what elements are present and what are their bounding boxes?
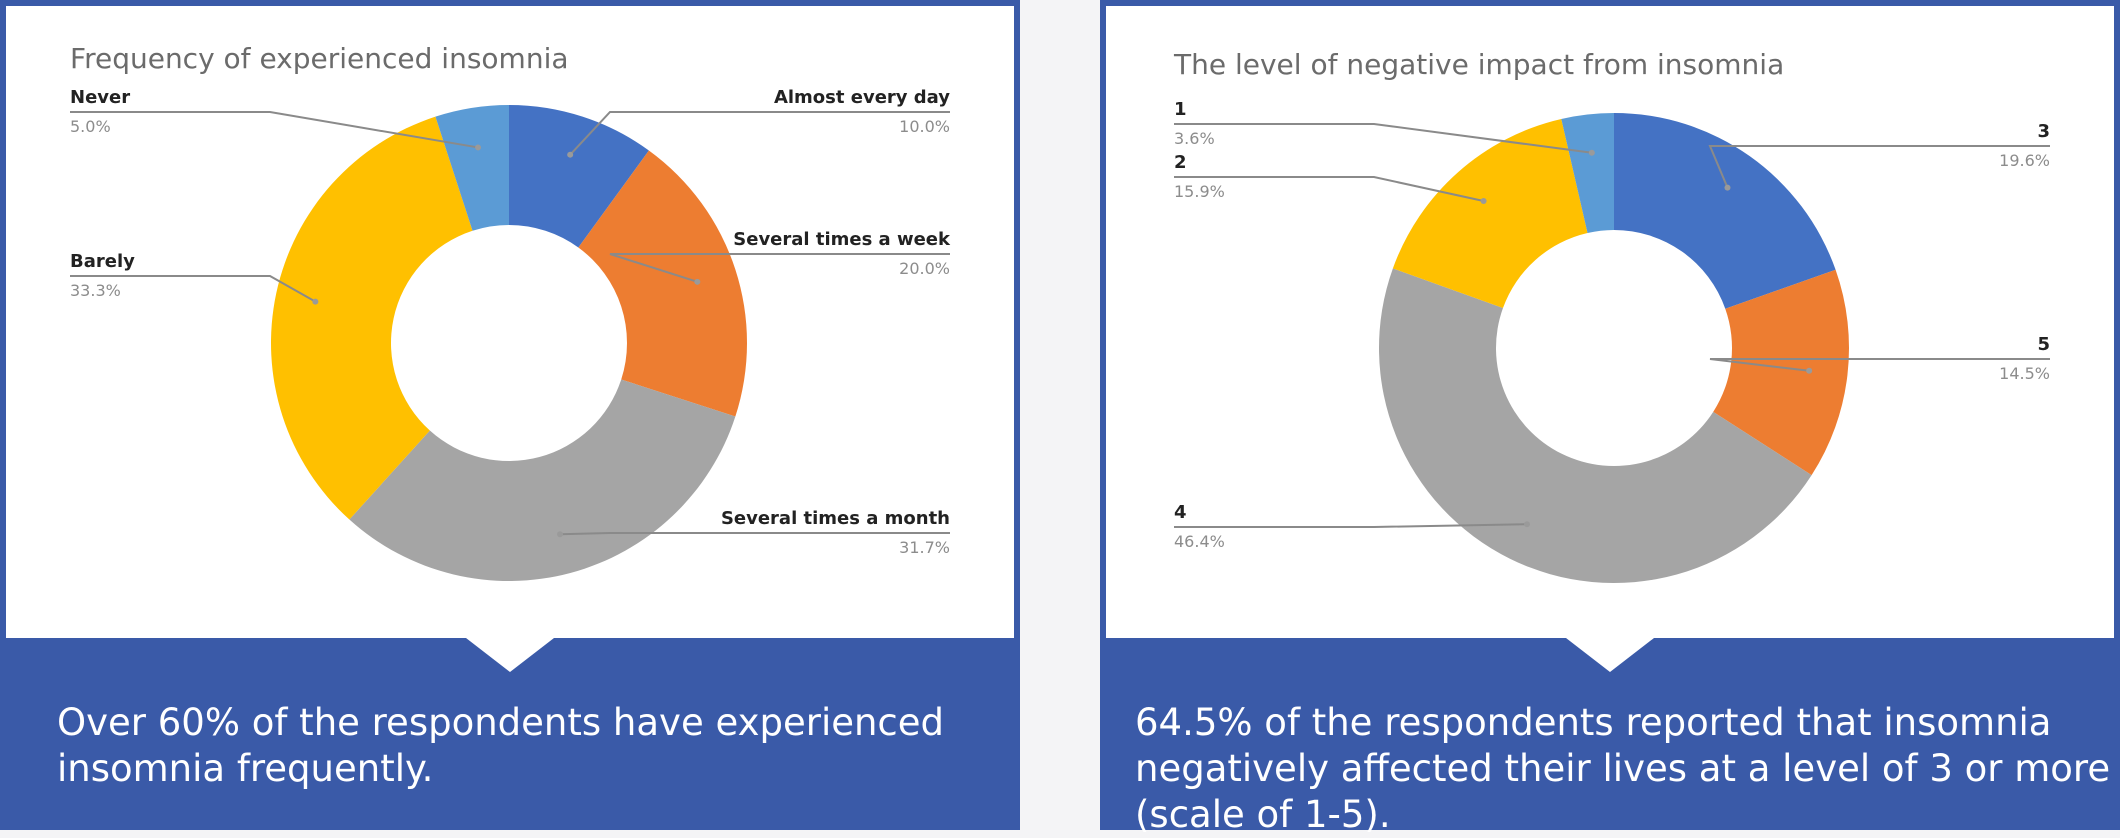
leader-line [1709, 358, 2050, 372]
leader-dot [312, 298, 319, 305]
leader-line [1174, 523, 1528, 528]
slice-label: 5 [2037, 334, 2050, 355]
slice-label: 2 [1174, 152, 1187, 173]
chart-title: Frequency of experienced insomnia [70, 42, 569, 75]
slice-percent: 5.0% [70, 117, 111, 136]
leader-dot [557, 531, 564, 538]
leader-dot [1523, 521, 1530, 528]
leader-dot [475, 144, 482, 151]
donut-slices [271, 105, 747, 581]
right-chart-card: The level of negative impact from insomn… [1106, 6, 2114, 638]
slice-label: 3 [2037, 121, 2050, 142]
card-pointer [1566, 638, 1654, 672]
slice-percent: 20.0% [899, 259, 950, 278]
leader-line [609, 253, 950, 283]
insomnia-frequency-chart: Frequency of experienced insomnia Almost… [70, 42, 951, 581]
insomnia-impact-chart: The level of negative impact from insomn… [1173, 48, 2050, 583]
slice-percent: 10.0% [899, 117, 950, 136]
slice-label: Almost every day [774, 87, 950, 108]
slice-percent: 3.6% [1174, 129, 1215, 148]
slice-percent: 15.9% [1174, 182, 1225, 201]
donut-slice [578, 150, 747, 417]
left-caption: Over 60% of the respondents have experie… [57, 701, 945, 790]
leader-line [1174, 123, 1592, 154]
leader-line [70, 111, 479, 149]
slice-labels: 3 19.6% 5 14.5% 4 46.4% 2 15.9% 1 3.6% [1174, 99, 2050, 551]
right-caption: 64.5% of the respondents reported that i… [1135, 701, 2111, 836]
slice-label: Several times a month [721, 508, 950, 529]
slice-label: Several times a week [733, 229, 951, 250]
chart-title: The level of negative impact from insomn… [1173, 48, 1784, 81]
slice-percent: 31.7% [899, 538, 950, 557]
left-chart-card: Frequency of experienced insomnia Almost… [6, 6, 1014, 638]
left-panel: Frequency of experienced insomnia Almost… [0, 0, 1020, 830]
donut-slice [435, 105, 509, 231]
slice-percent: 33.3% [70, 281, 121, 300]
slice-label: Barely [70, 251, 135, 272]
slice-label: Never [70, 87, 130, 108]
leader-dot [1724, 184, 1731, 191]
donut-slice [349, 379, 736, 581]
slice-label: 1 [1174, 99, 1187, 120]
leader-dot [1480, 198, 1487, 205]
donut-slice [1392, 118, 1588, 309]
slice-percent: 14.5% [1999, 364, 2050, 383]
leader-line [1174, 176, 1484, 202]
donut-slice [509, 105, 649, 248]
leader-line [560, 532, 950, 536]
donut-slice [1713, 269, 1849, 476]
leader-dot [1588, 149, 1595, 156]
leader-dot [694, 278, 701, 285]
leader-dot [1806, 367, 1813, 374]
donut-slice [1561, 113, 1614, 234]
leader-dot [567, 151, 574, 158]
donut-slices [1379, 113, 1849, 583]
donut-slice [1614, 113, 1836, 309]
right-panel: The level of negative impact from insomn… [1100, 0, 2120, 836]
donut-slice [271, 116, 473, 520]
card-pointer [466, 638, 554, 672]
leader-line [70, 275, 316, 303]
leader-line [1708, 145, 2050, 188]
slice-label: 4 [1174, 502, 1187, 523]
slice-percent: 46.4% [1174, 532, 1225, 551]
leader-line [569, 111, 950, 156]
slice-percent: 19.6% [1999, 151, 2050, 170]
donut-slice [1379, 268, 1812, 583]
slice-labels: Almost every day 10.0% Several times a wee… [70, 87, 951, 557]
